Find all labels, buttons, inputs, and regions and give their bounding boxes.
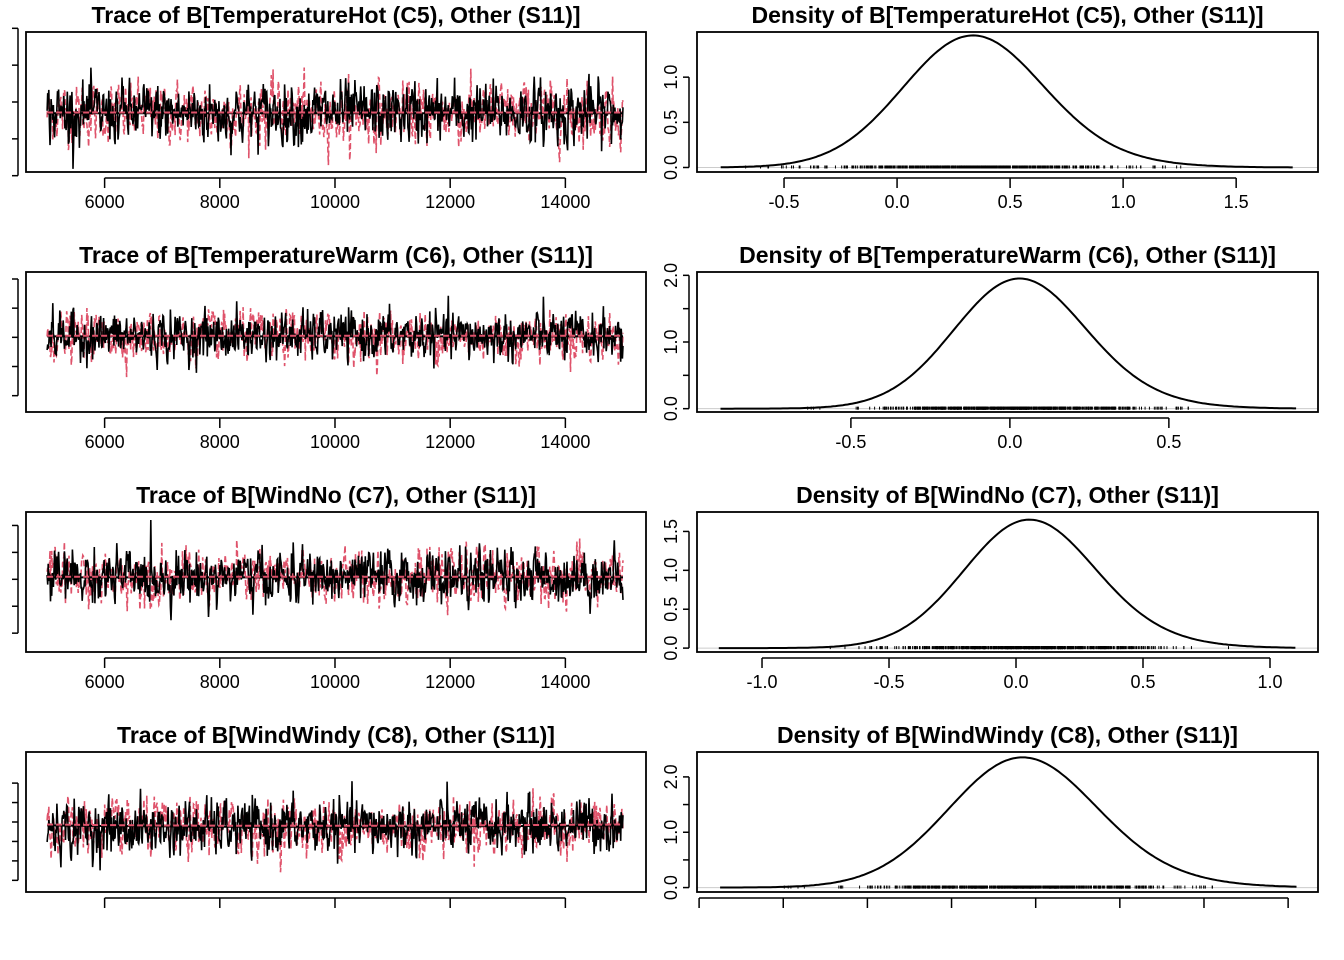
plot-area [697, 34, 1318, 169]
chain-1-trace [46, 519, 624, 621]
x-tick-label: -0.5 [835, 432, 866, 452]
chain-1-trace [46, 295, 624, 373]
y-tick-label: 1.0 [661, 820, 681, 845]
x-tick-label: 14000 [540, 432, 590, 452]
x-tick-label: 12000 [425, 192, 475, 212]
plot-frame [25, 31, 647, 173]
y-tick-label: 1.0 [661, 329, 681, 354]
x-tick-label: 0.0 [885, 192, 910, 212]
plot-frame [25, 751, 647, 893]
density-curve [720, 277, 1297, 410]
x-tick-label: 10000 [310, 672, 360, 692]
x-tick-label: 0.0 [997, 432, 1022, 452]
panel-title: Trace of B[WindNo (C7), Other (S11)] [136, 482, 536, 508]
plot-frame [696, 271, 1319, 413]
x-tick-label: -0.5 [769, 192, 800, 212]
density-curve [720, 756, 1297, 889]
x-tick-label: 10000 [310, 432, 360, 452]
x-tick-label: 10000 [310, 192, 360, 212]
y-tick-label: 1.5 [661, 519, 681, 544]
trace-panel-1: Trace of B[TemperatureHot (C5), Other (S… [12, 2, 647, 212]
density-panel-3: Density of B[WindNo (C7), Other (S11)] -1… [661, 482, 1319, 692]
plot-frame [25, 271, 647, 413]
panel-title: Trace of B[TemperatureWarm (C6), Other (… [79, 242, 593, 268]
y-tick-label: 0.5 [661, 110, 681, 135]
x-tick-label: 1.5 [1224, 192, 1249, 212]
x-tick-label: 1.0 [1111, 192, 1136, 212]
density-curve [718, 518, 1296, 650]
y-tick-label: 2.0 [661, 263, 681, 288]
panel-title: Density of B[WindWindy (C8), Other (S11)… [777, 722, 1238, 748]
plot-area [697, 756, 1318, 889]
x-tick-label: 0.5 [998, 192, 1023, 212]
x-tick-label: 8000 [200, 192, 240, 212]
y-tick-label: 0.0 [661, 636, 681, 661]
trace-panel-2: Trace of B[TemperatureWarm (C6), Other (… [12, 242, 647, 452]
x-tick-label: 12000 [425, 672, 475, 692]
plot-area [697, 277, 1318, 410]
panel-title: Density of B[TemperatureHot (C5), Other … [751, 2, 1263, 28]
x-tick-label: -0.5 [873, 672, 904, 692]
x-tick-label: 0.5 [1130, 672, 1155, 692]
density-panel-2: Density of B[TemperatureWarm (C6), Other… [661, 242, 1319, 452]
plot-area [46, 295, 624, 378]
y-tick-label: 1.0 [661, 558, 681, 583]
panel-title: Density of B[WindNo (C7), Other (S11)] [796, 482, 1219, 508]
x-tick-label: -1.0 [747, 672, 778, 692]
y-tick-label: 0.0 [661, 396, 681, 421]
y-tick-label: 0.5 [661, 597, 681, 622]
plot-area [46, 67, 624, 169]
panel-title: Trace of B[TemperatureHot (C5), Other (S… [91, 2, 580, 28]
x-tick-label: 6000 [85, 672, 125, 692]
plot-area [46, 781, 624, 873]
panel-title: Density of B[TemperatureWarm (C6), Other… [739, 242, 1276, 268]
plot-area [697, 518, 1318, 650]
x-tick-label: 0.5 [1156, 432, 1181, 452]
x-tick-label: 0.0 [1003, 672, 1028, 692]
panel-title: Trace of B[WindWindy (C8), Other (S11)] [117, 722, 555, 748]
density-panel-1: Density of B[TemperatureHot (C5), Other … [661, 2, 1319, 212]
x-tick-label: 1.0 [1257, 672, 1282, 692]
x-tick-label: 8000 [200, 432, 240, 452]
y-tick-label: 2.0 [661, 764, 681, 789]
y-tick-label: 0.0 [661, 875, 681, 900]
chain-2-smooth-line [47, 823, 624, 827]
x-tick-label: 6000 [85, 432, 125, 452]
density-curve [720, 34, 1293, 169]
x-tick-label: 8000 [200, 672, 240, 692]
density-panel-4: Density of B[WindWindy (C8), Other (S11)… [661, 722, 1319, 908]
plot-frame [696, 31, 1319, 173]
plot-frame [25, 511, 647, 653]
chain-1-trace [46, 67, 624, 169]
plot-frame [696, 751, 1319, 893]
x-tick-label: 14000 [540, 192, 590, 212]
x-tick-label: 12000 [425, 432, 475, 452]
plot-frame [696, 511, 1319, 653]
trace-panel-3: Trace of B[WindNo (C7), Other (S11)] 6000… [12, 482, 647, 692]
x-tick-label: 6000 [85, 192, 125, 212]
y-tick-label: 1.0 [661, 65, 681, 90]
trace-panel-4: Trace of B[WindWindy (C8), Other (S11)] [12, 722, 647, 908]
y-tick-label: 0.0 [661, 155, 681, 180]
x-tick-label: 14000 [540, 672, 590, 692]
plot-area [46, 519, 624, 621]
